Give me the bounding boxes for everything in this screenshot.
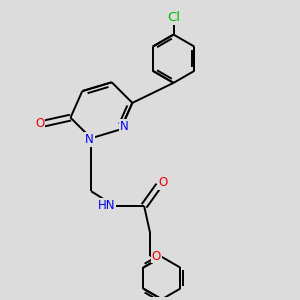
Text: Cl: Cl [167,11,180,24]
Text: N: N [85,133,94,146]
Text: O: O [159,176,168,189]
Text: O: O [35,117,44,130]
Text: N: N [120,120,128,133]
Text: O: O [152,250,161,262]
Text: HN: HN [98,200,115,212]
